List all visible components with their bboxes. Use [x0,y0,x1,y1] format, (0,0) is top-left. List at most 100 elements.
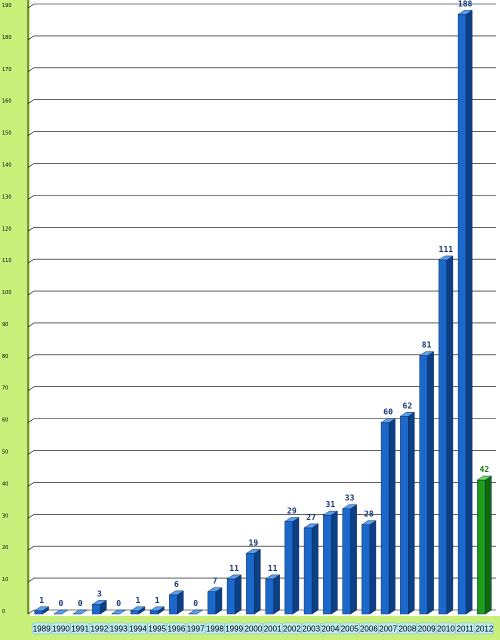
y-tick-label: 160 [2,99,12,105]
bar-2005 [341,504,358,615]
bar-2008 [399,411,416,615]
bar-2004 [322,510,339,615]
value-label-1989: 1 [39,596,44,605]
plot-area [30,0,496,616]
y-tick-label: 20 [2,545,8,551]
x-label-1994: 1994 [128,622,148,635]
gridline-diagonal [27,450,35,455]
bar-2010 [438,255,454,615]
x-label-2008: 2008 [397,622,418,635]
x-label-2000: 2000 [243,622,264,635]
gridline-diagonal [27,67,35,73]
x-label-2009: 2009 [416,622,437,635]
gridline-diagonal [27,290,35,296]
bar-2003 [303,523,319,615]
gridline-diagonal [27,418,35,423]
svg-text:1995: 1995 [148,625,166,634]
value-label-2005: 33 [345,494,355,503]
y-tick-label: 90 [2,322,8,328]
y-tick-label: 150 [2,131,12,137]
gridline-diagonal [27,163,35,168]
value-label-2010: 111 [439,245,454,254]
value-label-2003: 27 [306,513,316,522]
svg-text:1990: 1990 [52,625,70,634]
value-label-2004: 31 [326,500,336,509]
y-tick-label: 10 [2,577,8,583]
x-label-2011: 2011 [455,622,475,635]
value-label-1991: 0 [78,599,83,608]
value-label-2006: 28 [364,510,374,519]
svg-text:2004: 2004 [321,625,339,634]
gridline-diagonal [27,514,35,519]
value-label-2000: 19 [249,538,259,547]
bar-1989 [33,606,50,615]
y-tick-label: 40 [2,481,8,487]
value-label-1992: 3 [97,589,102,598]
gridline-diagonal [27,35,35,41]
gridline-diagonal [27,131,35,136]
svg-text:2008: 2008 [398,625,416,634]
x-label-2003: 2003 [301,622,321,635]
gridline-diagonal [27,482,35,487]
x-label-1998: 1998 [205,622,225,635]
y-tick-label: 190 [2,3,12,9]
bar-2012 [476,475,493,615]
gridline-diagonal [27,386,35,391]
value-label-2007: 60 [383,408,393,417]
value-label-1999: 11 [229,564,239,573]
gridline-diagonal [27,99,35,104]
bar-1997 [187,609,204,615]
gridlines [27,0,496,615]
x-label-2002: 2002 [282,622,302,635]
gridline-diagonal [27,322,35,328]
svg-text:1993: 1993 [110,625,128,634]
svg-text:1999: 1999 [225,625,243,634]
gridline-diagonal [27,258,35,264]
svg-text:2005: 2005 [341,625,359,634]
y-tick-label: 140 [2,162,12,168]
value-label-1995: 1 [155,596,160,605]
bar-2001 [264,574,281,615]
svg-text:2006: 2006 [360,625,378,634]
x-label-2005: 2005 [339,622,360,635]
value-label-2009: 81 [422,341,432,350]
x-label-1991: 1991 [70,622,90,635]
y-tick-label: 60 [2,418,8,424]
svg-text:1989: 1989 [33,625,51,634]
bar-2011 [457,9,473,615]
x-label-2006: 2006 [359,622,379,635]
bar-1993 [110,609,127,615]
x-label-1995: 1995 [147,622,167,635]
bar-1992 [91,599,108,615]
x-label-1999: 1999 [224,622,244,635]
svg-text:2001: 2001 [264,625,282,634]
x-label-2004: 2004 [320,622,341,635]
x-label-1997: 1997 [185,622,206,635]
svg-text:1992: 1992 [90,625,108,634]
gridline-diagonal [27,609,35,615]
bar-1996 [168,590,185,615]
x-label-1996: 1996 [166,622,187,635]
bars [33,9,493,615]
bar-1995 [149,606,165,615]
svg-text:2002: 2002 [283,625,301,634]
y-tick-label: 30 [2,513,8,519]
left-panel [0,0,30,640]
value-label-1998: 7 [212,577,217,586]
bar-1998 [207,587,223,615]
value-label-1990: 0 [58,599,63,608]
gridline-diagonal [27,354,35,360]
value-label-1994: 1 [135,596,140,605]
y-tick-label: 120 [2,226,12,232]
y-tick-label: 170 [2,67,12,73]
y-tick-label: 80 [2,354,8,360]
y-tick-label: 130 [2,194,12,200]
svg-text:2000: 2000 [244,625,262,634]
x-label-2007: 2007 [378,622,398,635]
svg-text:1996: 1996 [167,625,185,634]
y-tick-label: 0 [2,609,5,615]
svg-text:1991: 1991 [71,625,89,634]
value-label-2012: 42 [480,465,490,474]
y-tick-label: 50 [2,450,8,456]
